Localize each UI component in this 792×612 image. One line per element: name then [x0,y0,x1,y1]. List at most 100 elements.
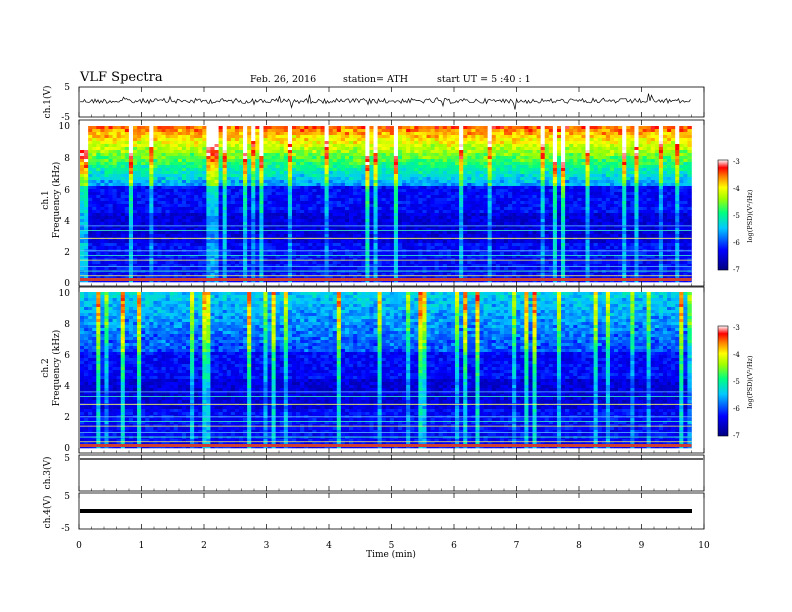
ch1-spec-cell [377,276,382,280]
ch1-spec-cell [455,246,460,250]
ch1-spec-cell [120,159,126,163]
ch1-spec-cell [230,192,236,196]
ch1-spec-cell [410,261,415,265]
ch1-spec-cell [438,144,444,148]
ch1-spec-cell [198,231,203,235]
ch1-spec-cell [259,219,264,223]
ch1-spec-cell [177,216,183,220]
ch1-spec-cell [169,225,175,229]
ch1-spec-cell [137,195,142,199]
ch1-spec-cell [198,192,203,196]
ch1-spectrogram-panel: 10 8 6 4 2 0 ch.1 Frequency (kHz) -3 -4 … [41,119,754,289]
ch1-spec-cell [80,192,85,196]
ch1-spec-cell [353,177,358,181]
ch1-spec-cell [320,180,325,184]
ch1-spec-cell [353,270,358,274]
ch1-spec-cell [177,165,183,169]
ch1-spec-cell [185,150,191,154]
ch1-spec-cell [185,186,191,190]
ch1-spec-cell [149,219,154,223]
ch1-spec-cell [324,192,329,196]
ch1-spec-cell [397,138,403,142]
ch1-spec-cell [153,225,158,229]
ch1-spec-cell [161,231,166,235]
ch1-spec-cell [336,126,342,130]
ch1-spec-cell [271,156,276,160]
ch1-spec-cell [251,219,256,223]
ch1-spec-cell [88,228,93,232]
ch1-spec-cell [455,147,460,151]
ch1-spec-cell [393,195,399,199]
ch1-spec-cell [430,210,435,214]
ch1-spec-cell [324,246,329,250]
ch1-spec-cell [259,126,264,130]
ch1-spec-cell [271,138,276,142]
ch1-spec-cell [157,138,162,142]
ch1-spec-cell [100,234,105,238]
ch1-spec-cell [88,183,93,187]
ch1-spec-cell [340,162,346,166]
ch1-spec-cell [185,222,191,226]
ch1-spec-cell [450,201,456,205]
ch1-spec-cell [312,189,317,193]
ch1-spec-cell [312,246,317,250]
ch1-spec-cell [344,225,350,229]
ch1-spec-cell [316,147,321,151]
ch1-spec-cell [312,201,317,205]
ch1-spec-cell [389,147,395,151]
ch1-spec-cell [369,147,374,151]
ch1-spec-cell [165,210,170,214]
ch1-spec-cell [450,189,456,193]
ch1-spec-cell [190,147,195,151]
ch1-spec-cell [389,276,395,280]
ch1-spec-cell [467,177,472,181]
ch1-spec-cell [357,153,362,157]
ch1-spec-cell [116,219,122,223]
ch1-spec-cell [275,195,281,199]
ch1-spec-cell [185,147,191,151]
ch1-spec-cell [459,270,464,274]
ch1-spec-cell [263,234,268,238]
ch1-spec-cell [214,186,219,190]
ch1-spec-cell [373,186,378,190]
ch1-spec-cell [202,216,207,220]
ch1-spec-cell [194,243,199,247]
ch1-spec-cell [124,159,130,163]
ch1-spec-cell [283,147,289,151]
ch1-spec-cell [145,156,150,160]
ch1-spec-cell [141,240,146,244]
ch1-spec-cell [300,252,305,256]
ch1-spec-cell [92,126,97,130]
ch1-spec-cell [438,147,444,151]
ch1-spec-cell [296,231,301,235]
ch1-spec-cell [234,210,240,214]
ch1-spec-cell [344,270,350,274]
ch1-spec-cell [194,219,199,223]
ch1-spec-cell [438,177,444,181]
ch1-spec-cell [418,180,423,184]
ch1-spec-cell [353,240,358,244]
ch1-spec-cell [141,273,146,277]
ch1-spec-cell [255,177,260,181]
ch1-spec-cell [308,174,313,178]
ch1-spec-cell [422,153,427,157]
ch1-spec-cell [198,171,203,175]
ch1-spec-cell [308,192,313,196]
ch1-spec-cell [296,207,301,211]
ch1-spec-cell [357,222,362,226]
ch1-spec-cell [210,258,215,262]
ch1-spec-cell [438,219,444,223]
ch1-spec-cell [467,156,472,160]
ch1-spec-cell [153,180,158,184]
ch1-spec-cell [238,198,244,202]
ch1-spec-cell [243,189,248,193]
ch1-spec-cell [381,210,387,214]
ch1-spec-cell [446,141,452,145]
ch1-spec-cell [397,255,403,259]
ch1-spec-cell [455,192,460,196]
ch1-spec-cell [92,243,97,247]
ch1-spec-cell [124,219,130,223]
ch1-spec-cell [202,138,207,142]
ch1-spec-cell [133,201,138,205]
ch1-spec-cell [198,246,203,250]
